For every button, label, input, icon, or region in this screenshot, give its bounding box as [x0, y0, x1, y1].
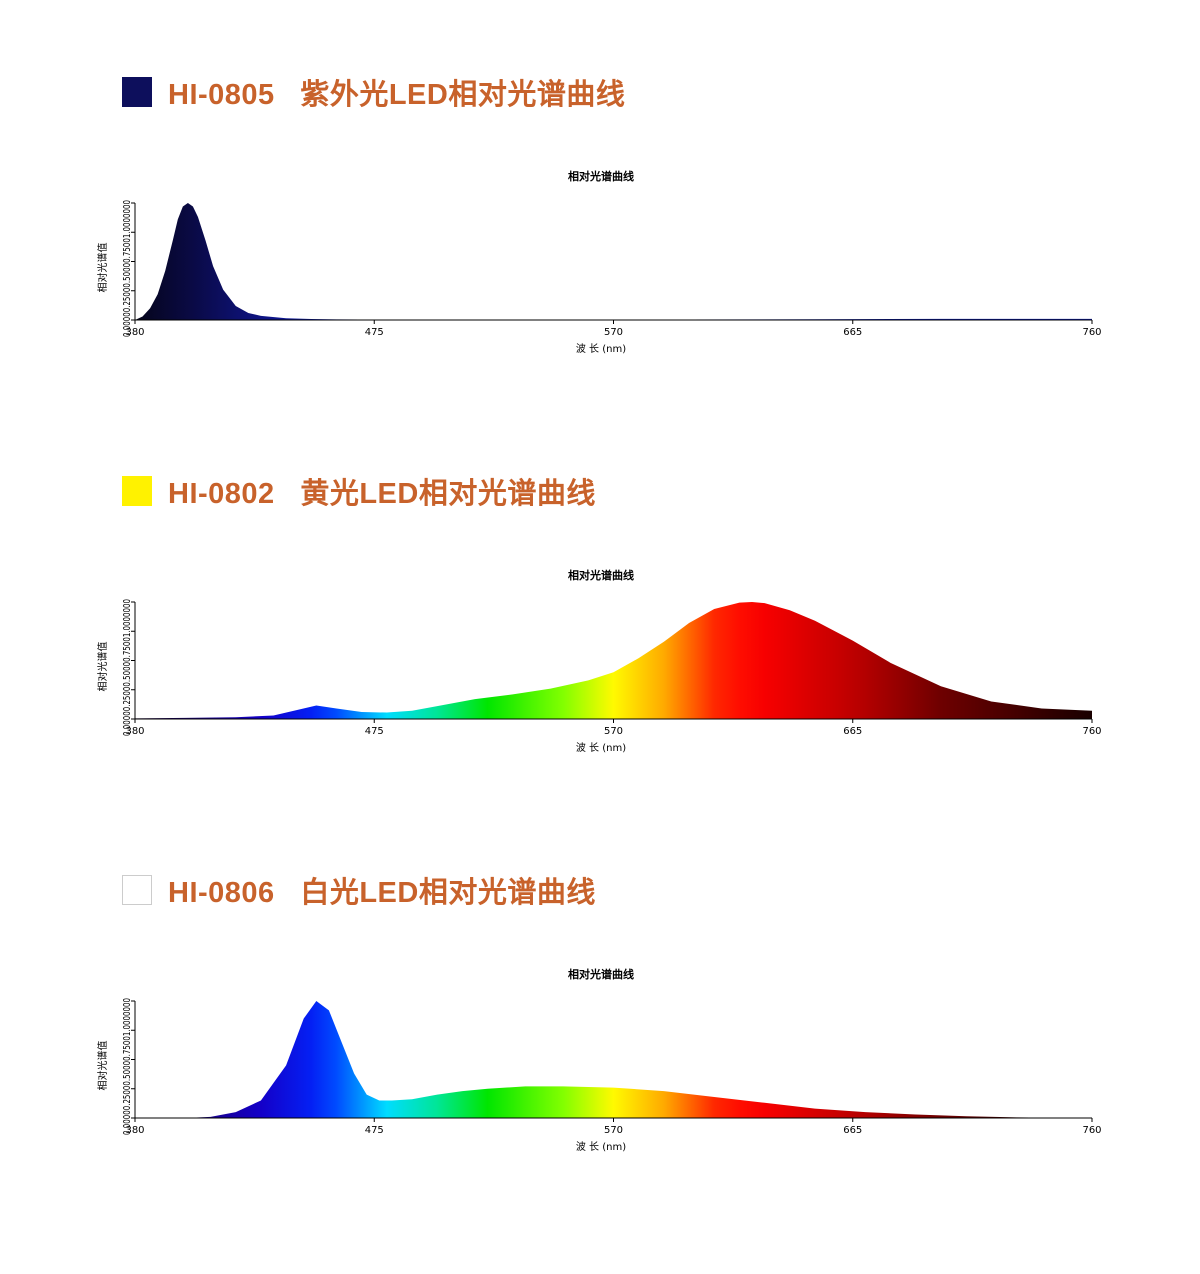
- x-tick-label: 475: [365, 1125, 384, 1136]
- y-tick-label: 0.00000.25000.50000.75001.0000000: [122, 998, 133, 1135]
- x-tick-label: 380: [125, 726, 144, 737]
- x-tick-label: 665: [843, 1125, 862, 1136]
- x-axis-label: 波 长 (nm): [576, 1140, 626, 1153]
- series-area: [185, 1001, 1082, 1118]
- y-axis-label: 相对光谱值: [96, 642, 109, 692]
- x-tick-label: 760: [1082, 327, 1101, 338]
- x-axis-label: 波 长 (nm): [576, 342, 626, 355]
- section-title: HI-0806 白光LED相对光谱曲线: [168, 877, 596, 909]
- x-tick-label: 760: [1082, 726, 1101, 737]
- y-axis-label: 相对光谱值: [96, 1041, 109, 1091]
- x-tick-label: 380: [125, 327, 144, 338]
- spectrum-chart: 相对光谱曲线 380 475 570 665 760 0.00000.25000.50000…: [96, 169, 1102, 355]
- x-tick-label: 665: [843, 327, 862, 338]
- color-swatch: [122, 875, 152, 905]
- y-tick-labels: 0.00000.25000.50000.75001.0000000: [122, 200, 133, 337]
- section-yellow: HI-0802 黄光LED相对光谱曲线 相对光谱曲线 380 475 570 665 76…: [0, 475, 1200, 875]
- x-tick-label: 570: [604, 726, 623, 737]
- chart-title: 相对光谱曲线: [568, 169, 634, 183]
- section-heading: HI-0806 白光LED相对光谱曲线: [122, 874, 596, 909]
- section-heading: HI-0802 黄光LED相对光谱曲线: [122, 475, 596, 510]
- y-axis-label: 相对光谱值: [96, 243, 109, 293]
- color-swatch: [122, 77, 152, 107]
- y-tick-labels: 0.00000.25000.50000.75001.0000000: [122, 998, 133, 1135]
- x-tick-label: 570: [604, 1125, 623, 1136]
- chart-title: 相对光谱曲线: [568, 967, 634, 981]
- series-area: [135, 203, 1092, 320]
- y-tick-labels: 0.00000.25000.50000.75001.0000000: [122, 599, 133, 736]
- section-violet: HI-0805 紫外光LED相对光谱曲线 相对光谱曲线 380 475 570 665 7…: [0, 76, 1200, 476]
- x-tick-label: 475: [365, 726, 384, 737]
- color-swatch: [122, 476, 152, 506]
- x-tick-label: 475: [365, 327, 384, 338]
- x-axis-label: 波 长 (nm): [576, 741, 626, 754]
- series-area: [135, 602, 1092, 719]
- x-tick-label: 665: [843, 726, 862, 737]
- x-tick-label: 570: [604, 327, 623, 338]
- section-title: HI-0805 紫外光LED相对光谱曲线: [168, 79, 626, 111]
- section-title: HI-0802 黄光LED相对光谱曲线: [168, 478, 596, 510]
- y-tick-label: 0.00000.25000.50000.75001.0000000: [122, 599, 133, 736]
- section-white: HI-0806 白光LED相对光谱曲线 相对光谱曲线 380 475 570 665 76…: [0, 874, 1200, 1274]
- spectrum-chart: 相对光谱曲线 380 475 570 665 760 0.00000.25000.50000…: [96, 568, 1102, 754]
- y-tick-label: 0.00000.25000.50000.75001.0000000: [122, 200, 133, 337]
- x-tick-label: 760: [1082, 1125, 1101, 1136]
- section-heading: HI-0805 紫外光LED相对光谱曲线: [122, 76, 625, 111]
- chart-title: 相对光谱曲线: [568, 568, 634, 582]
- x-tick-label: 380: [125, 1125, 144, 1136]
- spectrum-chart: 相对光谱曲线 380 475 570 665 760 0.00000.25000.50000…: [96, 967, 1102, 1153]
